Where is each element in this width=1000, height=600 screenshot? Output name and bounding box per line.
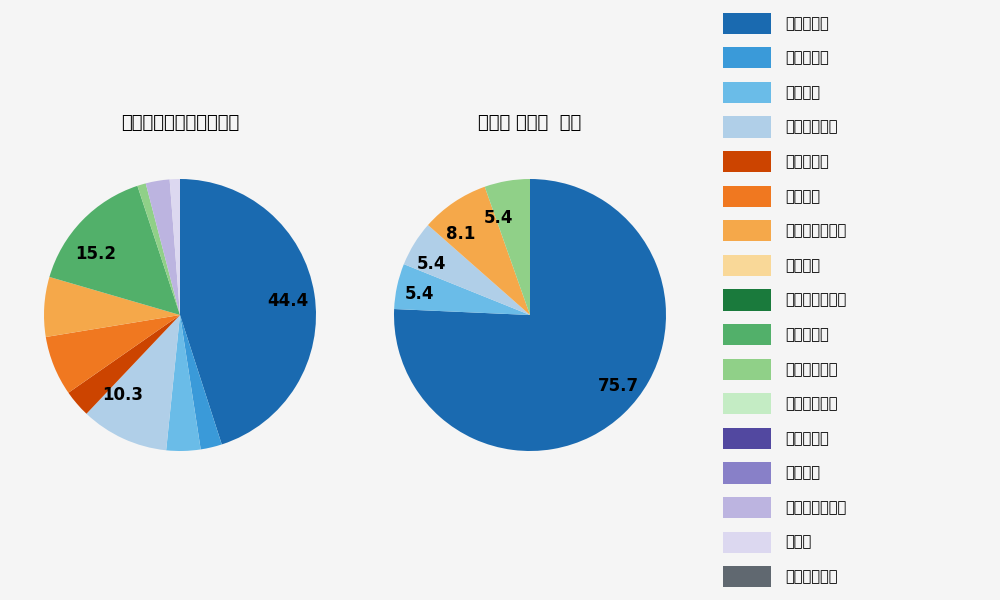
Text: スクリュー: スクリュー	[785, 431, 829, 446]
Wedge shape	[404, 225, 530, 315]
Text: 15.2: 15.2	[75, 245, 116, 263]
Text: ナックル: ナックル	[785, 466, 820, 481]
Text: パワーカーブ: パワーカーブ	[785, 396, 837, 411]
Text: 5.4: 5.4	[484, 209, 513, 227]
Bar	[723, 47, 771, 68]
Text: シュート: シュート	[785, 85, 820, 100]
Bar	[723, 532, 771, 553]
Text: ツーシーム: ツーシーム	[785, 50, 829, 65]
Bar	[723, 566, 771, 587]
Text: 10.3: 10.3	[102, 386, 143, 404]
Bar	[723, 151, 771, 172]
Bar	[723, 359, 771, 380]
Bar	[723, 324, 771, 345]
Bar	[723, 220, 771, 241]
Title: 小笠原 慎之介  選手: 小笠原 慎之介 選手	[478, 115, 582, 133]
Text: ストレート: ストレート	[785, 16, 829, 31]
Bar	[723, 116, 771, 137]
Bar	[723, 393, 771, 415]
Wedge shape	[68, 315, 180, 414]
Bar	[723, 13, 771, 34]
Bar	[723, 428, 771, 449]
Wedge shape	[44, 277, 180, 337]
Wedge shape	[170, 179, 180, 315]
Bar	[723, 82, 771, 103]
Text: 5.4: 5.4	[417, 254, 447, 272]
Wedge shape	[394, 179, 666, 451]
Text: 75.7: 75.7	[598, 377, 639, 395]
Text: シンカー: シンカー	[785, 258, 820, 273]
Wedge shape	[146, 179, 180, 315]
Text: 5.4: 5.4	[405, 285, 434, 303]
Text: カーブ: カーブ	[785, 535, 811, 550]
Text: 縦スライダー: 縦スライダー	[785, 362, 837, 377]
Title: セ・リーグ全プレイヤー: セ・リーグ全プレイヤー	[121, 115, 239, 133]
Text: スプリット: スプリット	[785, 154, 829, 169]
Text: カットボール: カットボール	[785, 119, 837, 134]
Text: 44.4: 44.4	[267, 292, 309, 310]
Wedge shape	[485, 179, 530, 315]
Wedge shape	[46, 315, 180, 393]
Wedge shape	[394, 264, 530, 315]
Text: チェンジアップ: チェンジアップ	[785, 223, 846, 238]
Wedge shape	[180, 179, 316, 445]
Bar	[723, 255, 771, 276]
Text: スローカーブ: スローカーブ	[785, 569, 837, 584]
Wedge shape	[180, 315, 222, 449]
Bar	[723, 185, 771, 207]
Wedge shape	[86, 315, 180, 450]
Text: スライダー: スライダー	[785, 327, 829, 342]
Bar	[723, 497, 771, 518]
Bar	[723, 463, 771, 484]
Text: 8.1: 8.1	[446, 225, 475, 243]
Text: 高速スライダー: 高速スライダー	[785, 292, 846, 307]
Text: ナックルカーブ: ナックルカーブ	[785, 500, 846, 515]
Wedge shape	[166, 315, 201, 451]
Wedge shape	[137, 184, 180, 315]
Text: フォーク: フォーク	[785, 189, 820, 204]
Bar	[723, 289, 771, 311]
Wedge shape	[49, 186, 180, 315]
Wedge shape	[428, 187, 530, 315]
